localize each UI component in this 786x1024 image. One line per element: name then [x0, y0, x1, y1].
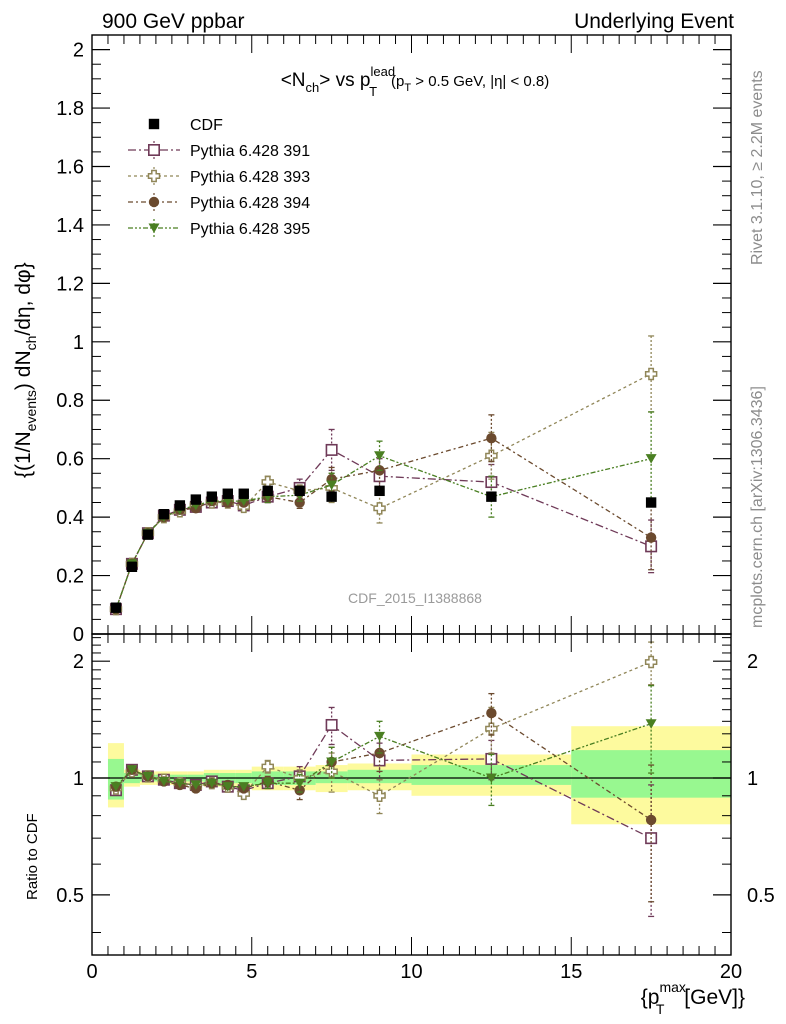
main-series-3-point	[294, 497, 305, 508]
main-series-0-point	[326, 491, 337, 502]
ratio-series-1-point	[261, 760, 274, 773]
main-ytick-label: 0.4	[56, 507, 84, 529]
main-series-0-point	[126, 561, 138, 572]
ratio-series-3-point	[645, 719, 657, 729]
main-series-4-line	[115, 455, 652, 610]
main-series-3-point	[486, 433, 497, 444]
main-series-4-point	[645, 454, 657, 464]
main-plot: 0 0.2 0.4 0.6 0.8 1 1.2 1.4 1.6 1.8 2	[56, 34, 732, 646]
ratio-series-3-point	[174, 778, 186, 789]
main-series-2-point	[373, 502, 386, 515]
main-series-0-point	[262, 485, 273, 497]
ratio-series-1-point	[373, 789, 386, 803]
main-series-0-point	[206, 491, 218, 502]
ratio-series-2-point	[486, 707, 497, 719]
ratio-series-2-point	[294, 785, 305, 796]
legend-marker	[148, 144, 161, 157]
legend-entry: Pythia 6.428 395	[190, 221, 310, 238]
main-series-0-point	[158, 509, 170, 520]
main-ytick-label: 0.6	[56, 449, 84, 471]
ratio-ytick-label: 1	[73, 768, 84, 790]
ratio-series-3-point	[374, 731, 386, 742]
main-frame	[91, 34, 732, 635]
ratio-series-3-point	[294, 778, 306, 789]
main-series-4-point	[374, 451, 386, 461]
ratio-ytick-label-right: 1	[747, 768, 758, 790]
rivet-label: Rivet 3.1.10, ≥ 2.2M events	[749, 70, 766, 265]
legend-entry: Pythia 6.428 394	[190, 195, 310, 212]
ratio-series-3-point	[222, 782, 234, 792]
main-series-2-point	[644, 367, 658, 381]
main-series-3-point	[645, 532, 657, 543]
ratio-series-3-point	[485, 773, 497, 784]
ratio-ytick-label: 0.5	[56, 885, 84, 907]
mcplots-label: mcplots.cern.ch [arXiv:1306.3436]	[749, 386, 766, 628]
ratio-series-3-point	[126, 765, 138, 775]
ratio-series-3-point	[110, 782, 122, 792]
main-series-0-point	[174, 500, 186, 511]
main-ytick-label: 1.6	[56, 156, 84, 178]
main-ytick-label: 1.4	[56, 215, 84, 237]
legend-marker	[148, 223, 160, 233]
ratio-series-3-point	[326, 757, 338, 767]
ratio-ytick-label-right: 0.5	[747, 885, 775, 907]
legend-marker	[148, 196, 160, 208]
ratio-series-2-point	[645, 814, 657, 826]
ratio-plot: 0.5 0.51 12 20 5 10 15 20	[56, 633, 775, 983]
main-ytick-label: 1.8	[56, 98, 84, 120]
header-left: 900 GeV ppbar	[102, 10, 244, 33]
main-series-0-point	[486, 491, 497, 502]
ratio-xtick-label: 5	[246, 961, 257, 983]
main-series-0-point	[238, 488, 249, 499]
main-series-0-point	[374, 485, 385, 497]
main-series-0-point	[142, 529, 154, 540]
ratio-series-3-point	[262, 778, 274, 789]
ratio-series-3-point	[158, 776, 170, 787]
ratio-xtick-label: 15	[560, 961, 582, 983]
ratio-ylabel: Ratio to CDF	[24, 813, 41, 900]
ratio-series-0-point	[325, 718, 338, 731]
chart-title: <Nch> vs plead T(pT > 0.5 GeV, |η| < 0.8)	[281, 64, 550, 99]
ratio-series-3-point	[190, 780, 202, 790]
legend-marker	[148, 118, 160, 130]
main-ytick-label: 0	[73, 624, 84, 646]
main-ytick-label: 1	[73, 332, 84, 354]
main-series-3-line	[115, 437, 652, 610]
main-ytick-label: 1.2	[56, 273, 84, 295]
ratio-ytick-label-right: 2	[747, 651, 758, 673]
header-right: Underlying Event	[574, 10, 734, 33]
main-series-4-point	[326, 480, 338, 490]
legend: CDF Pythia 6.428 391 Pythia 6.428 393 Pythi…	[128, 117, 310, 238]
legend-marker	[147, 169, 161, 183]
ratio-xlabel: {pmax T [GeV]}	[641, 979, 745, 1017]
main-series-0-point	[110, 602, 122, 613]
main-series-1-point	[325, 443, 338, 456]
legend-entry: Pythia 6.428 393	[190, 169, 310, 186]
main-series-0-point	[645, 497, 657, 508]
main-ytick-label: 2	[73, 40, 84, 62]
legend-entry: Pythia 6.428 391	[190, 143, 310, 160]
ratio-series-1-point	[644, 655, 658, 669]
ratio-xtick-label: 0	[86, 961, 97, 983]
ratio-ytick-label: 2	[73, 651, 84, 673]
ratio-xtick-label: 20	[720, 961, 742, 983]
ratio-series-3-point	[206, 778, 218, 789]
analysis-watermark: CDF_2015_I1388868	[348, 590, 482, 606]
ratio-series-3-point	[238, 782, 250, 792]
main-series-0-point	[190, 494, 202, 505]
ratio-series-3-point	[142, 771, 154, 782]
main-ytick-label: 0.8	[56, 390, 84, 412]
main-series-0-point	[294, 485, 305, 497]
main-ytick-label: 0.2	[56, 566, 84, 588]
ratio-xtick-label: 10	[400, 961, 422, 983]
main-series-0-point	[222, 488, 233, 499]
main-ylabel: {(1/Nevents) dNch/dη, dφ}	[12, 262, 39, 478]
ratio-series-1-point	[485, 722, 498, 735]
legend-entry: CDF	[190, 117, 223, 134]
